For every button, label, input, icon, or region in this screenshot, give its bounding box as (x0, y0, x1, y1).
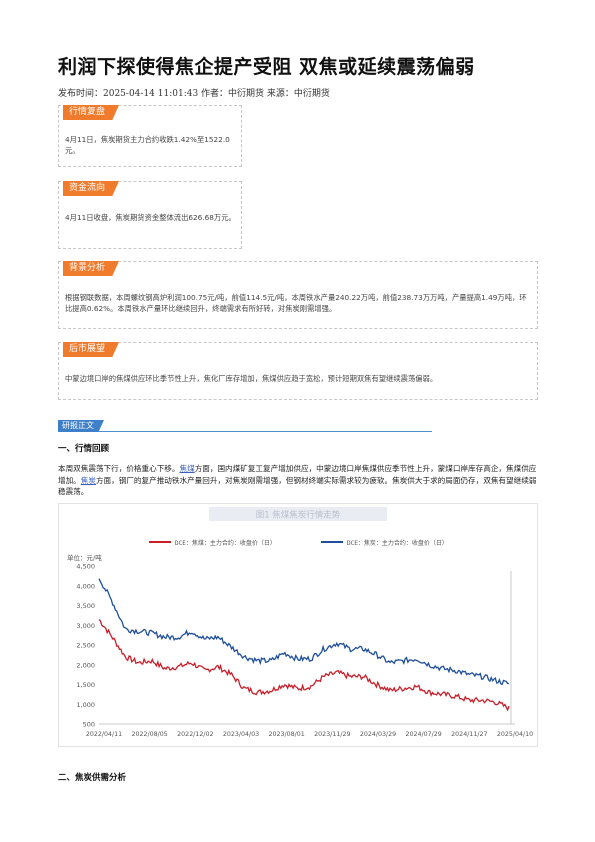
market-review-paragraph: 本周双焦震荡下行，价格重心下移。焦煤方面，国内煤矿复工复产增加供应，中蒙边境口岸… (58, 463, 540, 498)
para-text-2: 方面，国内煤矿复工复产增加供应，中蒙边境口岸焦煤供应季节性上升，蒙煤口岸库存高企… (58, 464, 537, 485)
y-tick-label: 1,500 (76, 681, 95, 689)
legend-label-0: DCE：焦煤：主力合约：收盘价（日） (175, 539, 276, 547)
fund-flow-tag: 资金流向 (63, 181, 120, 196)
y-tick-label: 4,000 (76, 582, 95, 590)
link-coking-coal[interactable]: 焦煤 (179, 464, 195, 473)
heading-supply-demand: 二、焦炭供需分析 (58, 773, 127, 783)
article-meta: 发布时间：2025-04-14 11:01:43 作者：中衍期货 来源：中衍期货 (58, 89, 330, 99)
series-line-1 (98, 578, 509, 685)
x-tick-label: 2023/04/03 (223, 731, 259, 738)
x-tick-label: 2024/07/29 (406, 731, 442, 738)
y-tick-label: 3,000 (76, 622, 95, 630)
market-review-tag: 行情复盘 (63, 105, 120, 120)
article-title: 利润下探使得焦企提产受阻 双焦或延续震荡偏弱 (58, 56, 475, 78)
chart-unit-label: 单位：元/吨 (67, 553, 102, 562)
y-tick-label: 2,500 (76, 642, 95, 650)
para-text-3: 方面，钢厂的复产推动铁水产量回升，对焦炭刚需增强，但钢材终端实际需求较为疲软。焦… (58, 475, 537, 497)
y-tick-label: 3,500 (76, 602, 95, 610)
background-box: 背景分析 根据钢联数据，本周螺纹钢高炉利润100.75元/吨，前值114.5元/… (58, 261, 538, 329)
market-review-text: 4月11日，焦炭期货主力合约收跌1.42%至1522.0元。 (65, 135, 230, 155)
price-trend-chart: 图1 焦煤焦炭行情走势 DCE：焦煤：主力合约：收盘价（日） DCE：焦炭：主力合约… (58, 503, 538, 747)
outlook-tag: 后市展望 (63, 342, 120, 357)
chart-title-bg (209, 507, 387, 521)
outlook-text: 中蒙边境口岸的焦煤供应环比季节性上升，焦化厂库存增加，焦煤供应趋于宽松，预计短期… (65, 374, 438, 383)
market-review-box: 行情复盘 4月11日，焦炭期货主力合约收跌1.42%至1522.0元。 (58, 105, 242, 167)
report-body-tag: 研报正文 (58, 420, 104, 432)
x-tick-label: 2023/11/29 (314, 731, 350, 738)
x-tick-label: 2022/08/05 (132, 731, 168, 738)
x-tick-label: 2023/08/01 (269, 731, 305, 738)
x-tick-label: 2024/03/29 (360, 731, 396, 738)
series-line-0 (98, 618, 510, 712)
y-tick-label: 4,500 (76, 563, 95, 571)
report-body-bar: 研报正文 (58, 420, 432, 432)
x-tick-label: 2022/12/02 (177, 731, 213, 738)
chart-svg: 图1 焦煤焦炭行情走势 DCE：焦煤：主力合约：收盘价（日） DCE：焦炭：主力合约… (67, 507, 533, 738)
chart-title: 图1 焦煤焦炭行情走势 (256, 510, 341, 521)
fund-flow-text: 4月11日收盘，焦炭期货资金整体流出626.68万元。 (65, 213, 236, 222)
x-tick-label: 2024/11/27 (451, 731, 487, 738)
background-tag: 背景分析 (63, 261, 120, 276)
legend-label-1: DCE：焦炭：主力合约：收盘价（日） (347, 539, 448, 547)
y-tick-label: 500 (83, 721, 95, 729)
background-text: 根据钢联数据，本周螺纹钢高炉利润100.75元/吨，前值114.5元/吨，本周铁… (65, 293, 527, 313)
x-tick-label: 2025/04/10 (497, 731, 533, 738)
x-tick-label: 2022/04/11 (86, 731, 122, 738)
y-tick-label: 2,000 (76, 661, 95, 669)
link-coke[interactable]: 焦炭 (80, 475, 96, 485)
y-tick-label: 1,000 (76, 701, 95, 709)
fund-flow-box: 资金流向 4月11日收盘，焦炭期货资金整体流出626.68万元。 (58, 181, 242, 249)
outlook-box: 后市展望 中蒙边境口岸的焦煤供应环比季节性上升，焦化厂库存增加，焦煤供应趋于宽松… (58, 342, 538, 400)
heading-market-review: 一、行情回顾 (58, 444, 110, 454)
para-text-1: 本周双焦震荡下行，价格重心下移。 (58, 464, 180, 473)
